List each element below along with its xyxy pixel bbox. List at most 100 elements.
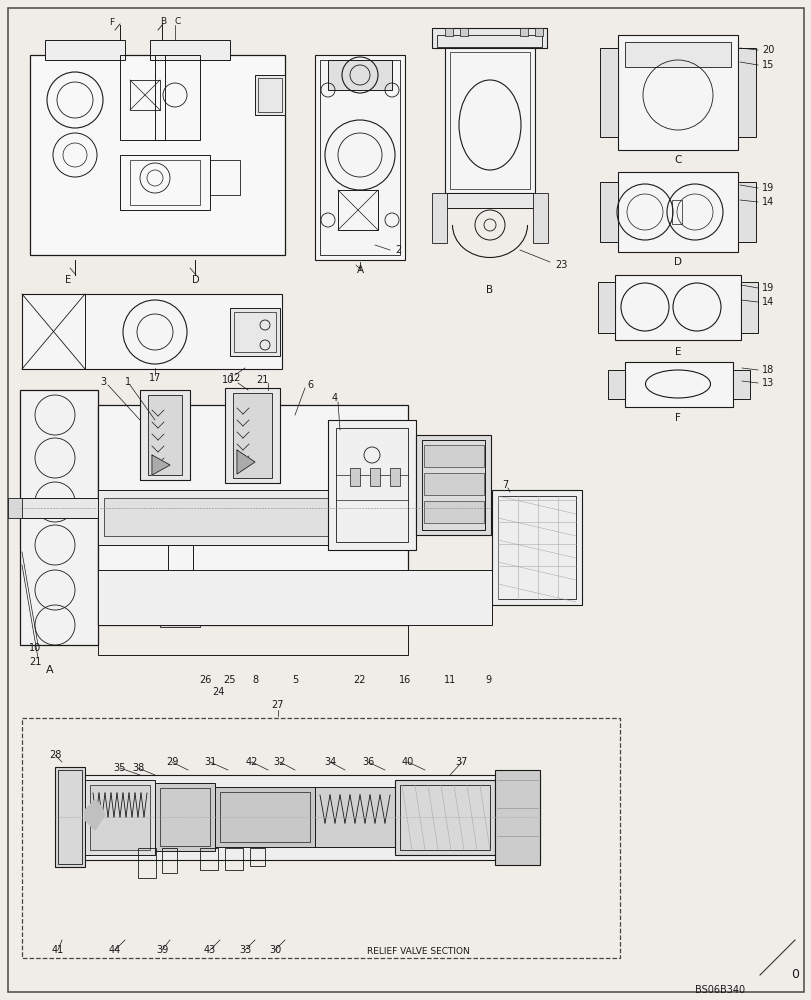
Bar xyxy=(607,370,624,399)
Bar xyxy=(215,787,315,847)
Bar xyxy=(55,767,85,867)
Bar xyxy=(255,75,285,115)
Bar xyxy=(20,390,98,645)
Text: 31: 31 xyxy=(204,757,216,767)
Bar xyxy=(22,294,281,369)
Bar xyxy=(220,792,310,842)
Text: 27: 27 xyxy=(272,700,284,710)
Text: 7: 7 xyxy=(501,480,508,490)
Text: 21: 21 xyxy=(28,657,41,667)
Text: RELIEF VALVE SECTION: RELIEF VALVE SECTION xyxy=(367,947,470,956)
Bar xyxy=(617,35,737,150)
Text: B: B xyxy=(486,285,493,295)
Text: F: F xyxy=(674,413,680,423)
Bar xyxy=(58,770,82,864)
Text: 32: 32 xyxy=(273,757,285,767)
Bar xyxy=(160,788,210,846)
Polygon shape xyxy=(152,455,169,475)
Bar xyxy=(444,193,534,208)
Bar xyxy=(460,28,467,36)
Text: 41: 41 xyxy=(52,945,64,955)
Bar xyxy=(230,308,280,356)
Bar xyxy=(617,172,737,252)
Bar xyxy=(315,787,394,847)
Bar xyxy=(599,182,617,242)
Text: 25: 25 xyxy=(224,675,236,685)
Text: C: C xyxy=(174,17,181,26)
Bar xyxy=(160,615,200,627)
Bar xyxy=(148,395,182,475)
Bar xyxy=(534,28,543,36)
Bar xyxy=(258,78,281,112)
Bar xyxy=(328,420,415,550)
Bar xyxy=(138,848,156,878)
Bar xyxy=(60,775,539,860)
Bar xyxy=(225,848,242,870)
Text: 42: 42 xyxy=(246,757,258,767)
Text: 18: 18 xyxy=(761,365,774,375)
Bar xyxy=(431,28,547,48)
Bar xyxy=(120,55,165,140)
Bar xyxy=(423,473,483,495)
Text: 39: 39 xyxy=(156,945,168,955)
Bar xyxy=(22,718,620,958)
Bar xyxy=(98,570,491,625)
Polygon shape xyxy=(237,450,255,474)
Bar xyxy=(532,193,547,243)
Bar xyxy=(328,60,392,90)
Bar xyxy=(85,780,155,855)
Bar xyxy=(444,28,453,36)
Bar xyxy=(250,848,264,866)
Text: D: D xyxy=(192,275,200,285)
Bar xyxy=(449,52,530,189)
Bar xyxy=(150,40,230,60)
Bar xyxy=(200,848,217,870)
Text: 28: 28 xyxy=(49,750,61,760)
Bar xyxy=(350,468,359,486)
Text: D: D xyxy=(673,257,681,267)
Bar xyxy=(98,405,407,625)
Bar xyxy=(599,48,617,137)
Bar xyxy=(130,80,160,110)
Bar xyxy=(370,468,380,486)
Bar xyxy=(519,28,527,36)
Bar xyxy=(337,190,378,230)
Text: 44: 44 xyxy=(109,945,121,955)
Text: 36: 36 xyxy=(362,757,374,767)
Text: 15: 15 xyxy=(761,60,774,70)
Bar xyxy=(155,783,215,851)
Text: E: E xyxy=(65,275,71,285)
Bar xyxy=(120,155,210,210)
Text: 22: 22 xyxy=(354,675,366,685)
Bar xyxy=(320,60,400,255)
Text: 29: 29 xyxy=(165,757,178,767)
Bar xyxy=(139,390,190,480)
Text: 40: 40 xyxy=(401,757,414,767)
Text: 2: 2 xyxy=(394,245,401,255)
Bar xyxy=(737,182,755,242)
Text: 37: 37 xyxy=(455,757,468,767)
Text: 30: 30 xyxy=(268,945,281,955)
Text: E: E xyxy=(674,347,680,357)
Bar xyxy=(98,625,407,655)
Text: 9: 9 xyxy=(484,675,491,685)
Text: 1: 1 xyxy=(125,377,131,387)
Text: A: A xyxy=(46,665,54,675)
Text: 6: 6 xyxy=(307,380,313,390)
Bar xyxy=(233,393,272,478)
Bar xyxy=(130,160,200,205)
Text: 20: 20 xyxy=(761,45,774,55)
Bar xyxy=(234,312,276,352)
Bar xyxy=(210,160,240,195)
Bar xyxy=(315,55,405,260)
Text: 23: 23 xyxy=(554,260,567,270)
Bar xyxy=(495,770,539,865)
Text: 14: 14 xyxy=(761,197,774,207)
Bar xyxy=(8,498,22,518)
Text: 33: 33 xyxy=(238,945,251,955)
Text: 34: 34 xyxy=(324,757,336,767)
Text: 10: 10 xyxy=(29,643,41,653)
Bar xyxy=(422,440,484,530)
Text: 11: 11 xyxy=(444,675,456,685)
Bar xyxy=(423,445,483,467)
